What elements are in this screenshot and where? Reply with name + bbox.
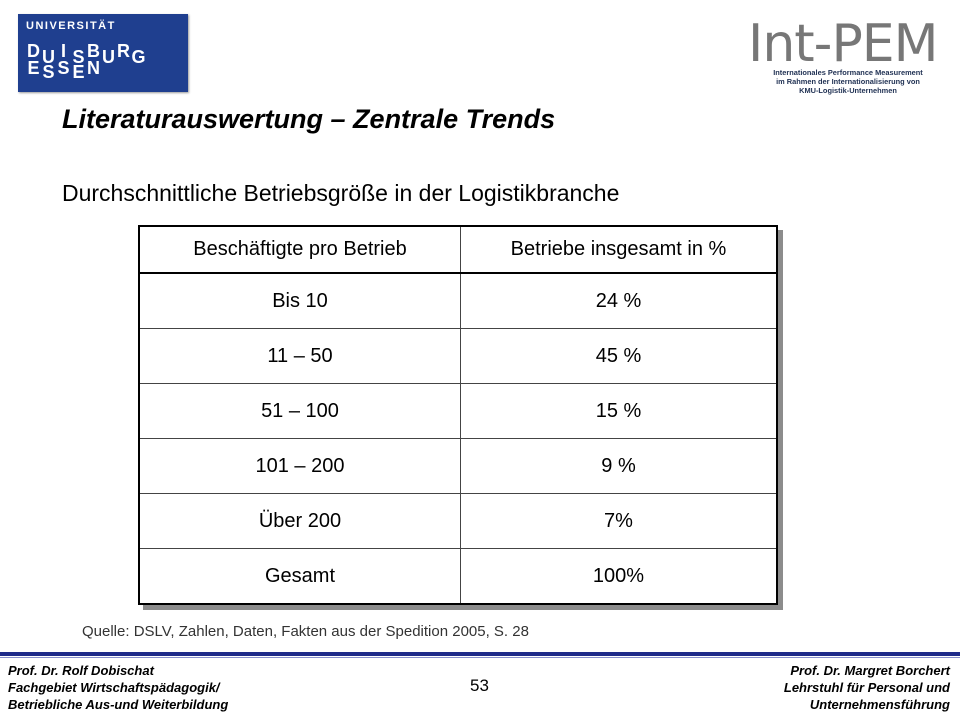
table-row: Bis 10 24 % (138, 272, 778, 329)
table-cell-employees: Gesamt (138, 548, 461, 605)
intpem-subtitle-line: im Rahmen der Internationalisierung von (776, 77, 920, 86)
footer-left-credits: Prof. Dr. Rolf Dobischat Fachgebiet Wirt… (8, 662, 228, 713)
logo-letter: U (42, 47, 55, 67)
logo-letter: B (87, 41, 100, 61)
page-number: 53 (470, 676, 489, 695)
logo-letter: R (117, 41, 130, 61)
footer-divider-thin (0, 657, 960, 658)
table-row: Über 200 7% (138, 493, 778, 549)
intpem-subtitle-line: Internationales Performance Measurement (773, 68, 923, 77)
logo-letter: N (87, 58, 100, 78)
logo-letter: I (60, 41, 66, 61)
logo-letter: S (42, 62, 55, 82)
footer-right-line: Unternehmensführung (809, 697, 950, 712)
logo-letter: D (27, 41, 40, 61)
logo-letter: G (131, 47, 146, 67)
table-row: 11 – 50 45 % (138, 328, 778, 384)
table-cell-employees: 51 – 100 (138, 383, 461, 439)
logo-letter: E (72, 62, 85, 82)
table-cell-share: 45 % (460, 328, 778, 384)
table-cell-share: 9 % (460, 438, 778, 494)
logo-letter: U (102, 47, 115, 67)
table-cell-share: 100% (460, 548, 778, 605)
footer-divider (0, 652, 960, 656)
table-row-total: Gesamt 100% (138, 548, 778, 605)
footer-left-line: Fachgebiet Wirtschaftspädagogik/ (8, 680, 220, 695)
footer-left-line: Betriebliche Aus-und Weiterbildung (8, 697, 229, 712)
table-row: 51 – 100 15 % (138, 383, 778, 439)
footer-right-line: Prof. Dr. Margret Borchert (790, 663, 950, 678)
slide-title: Literaturauswertung – Zentrale Trends (62, 104, 556, 134)
table-row: 101 – 200 9 % (138, 438, 778, 494)
intpem-logo-subtitle: Internationales Performance Measurement … (754, 68, 942, 95)
table-cell-employees: 101 – 200 (138, 438, 461, 494)
table-cell-employees: Bis 10 (138, 272, 461, 329)
logo-letter: S (72, 47, 85, 67)
table-header-row: Beschäftigte pro Betrieb Betriebe insges… (138, 225, 778, 274)
intpem-logo: Int-PEM Internationales Performance Meas… (748, 18, 948, 98)
logo-letter: S (57, 58, 70, 78)
table-cell-share: 7% (460, 493, 778, 549)
logo-letter: E (27, 58, 40, 78)
table-cell-share: 24 % (460, 272, 778, 329)
university-logo-row1: D U I S B U RG (26, 41, 180, 66)
intpem-subtitle-line: KMU-Logistik-Unternehmen (799, 86, 897, 95)
table-header-share: Betriebe insgesamt in % (460, 225, 778, 274)
table-header-employees: Beschäftigte pro Betrieb (138, 225, 461, 274)
footer-left-line: Prof. Dr. Rolf Dobischat (8, 663, 154, 678)
intpem-logo-title: Int-PEM (748, 14, 939, 74)
footer-right-line: Lehrstuhl für Personal und (783, 680, 950, 695)
slide-subtitle: Durchschnittliche Betriebsgröße in der L… (62, 180, 620, 206)
table-cell-employees: 11 – 50 (138, 328, 461, 384)
footer-right-credits: Prof. Dr. Margret Borchert Lehrstuhl für… (784, 662, 950, 713)
table-cell-share: 15 % (460, 383, 778, 439)
university-logo-top-text: UNIVERSITÄT (26, 20, 116, 32)
table-cell-employees: Über 200 (138, 493, 461, 549)
company-size-table: Beschäftigte pro Betrieb Betriebe insges… (138, 225, 778, 605)
source-citation: Quelle: DSLV, Zahlen, Daten, Fakten aus … (82, 623, 529, 640)
